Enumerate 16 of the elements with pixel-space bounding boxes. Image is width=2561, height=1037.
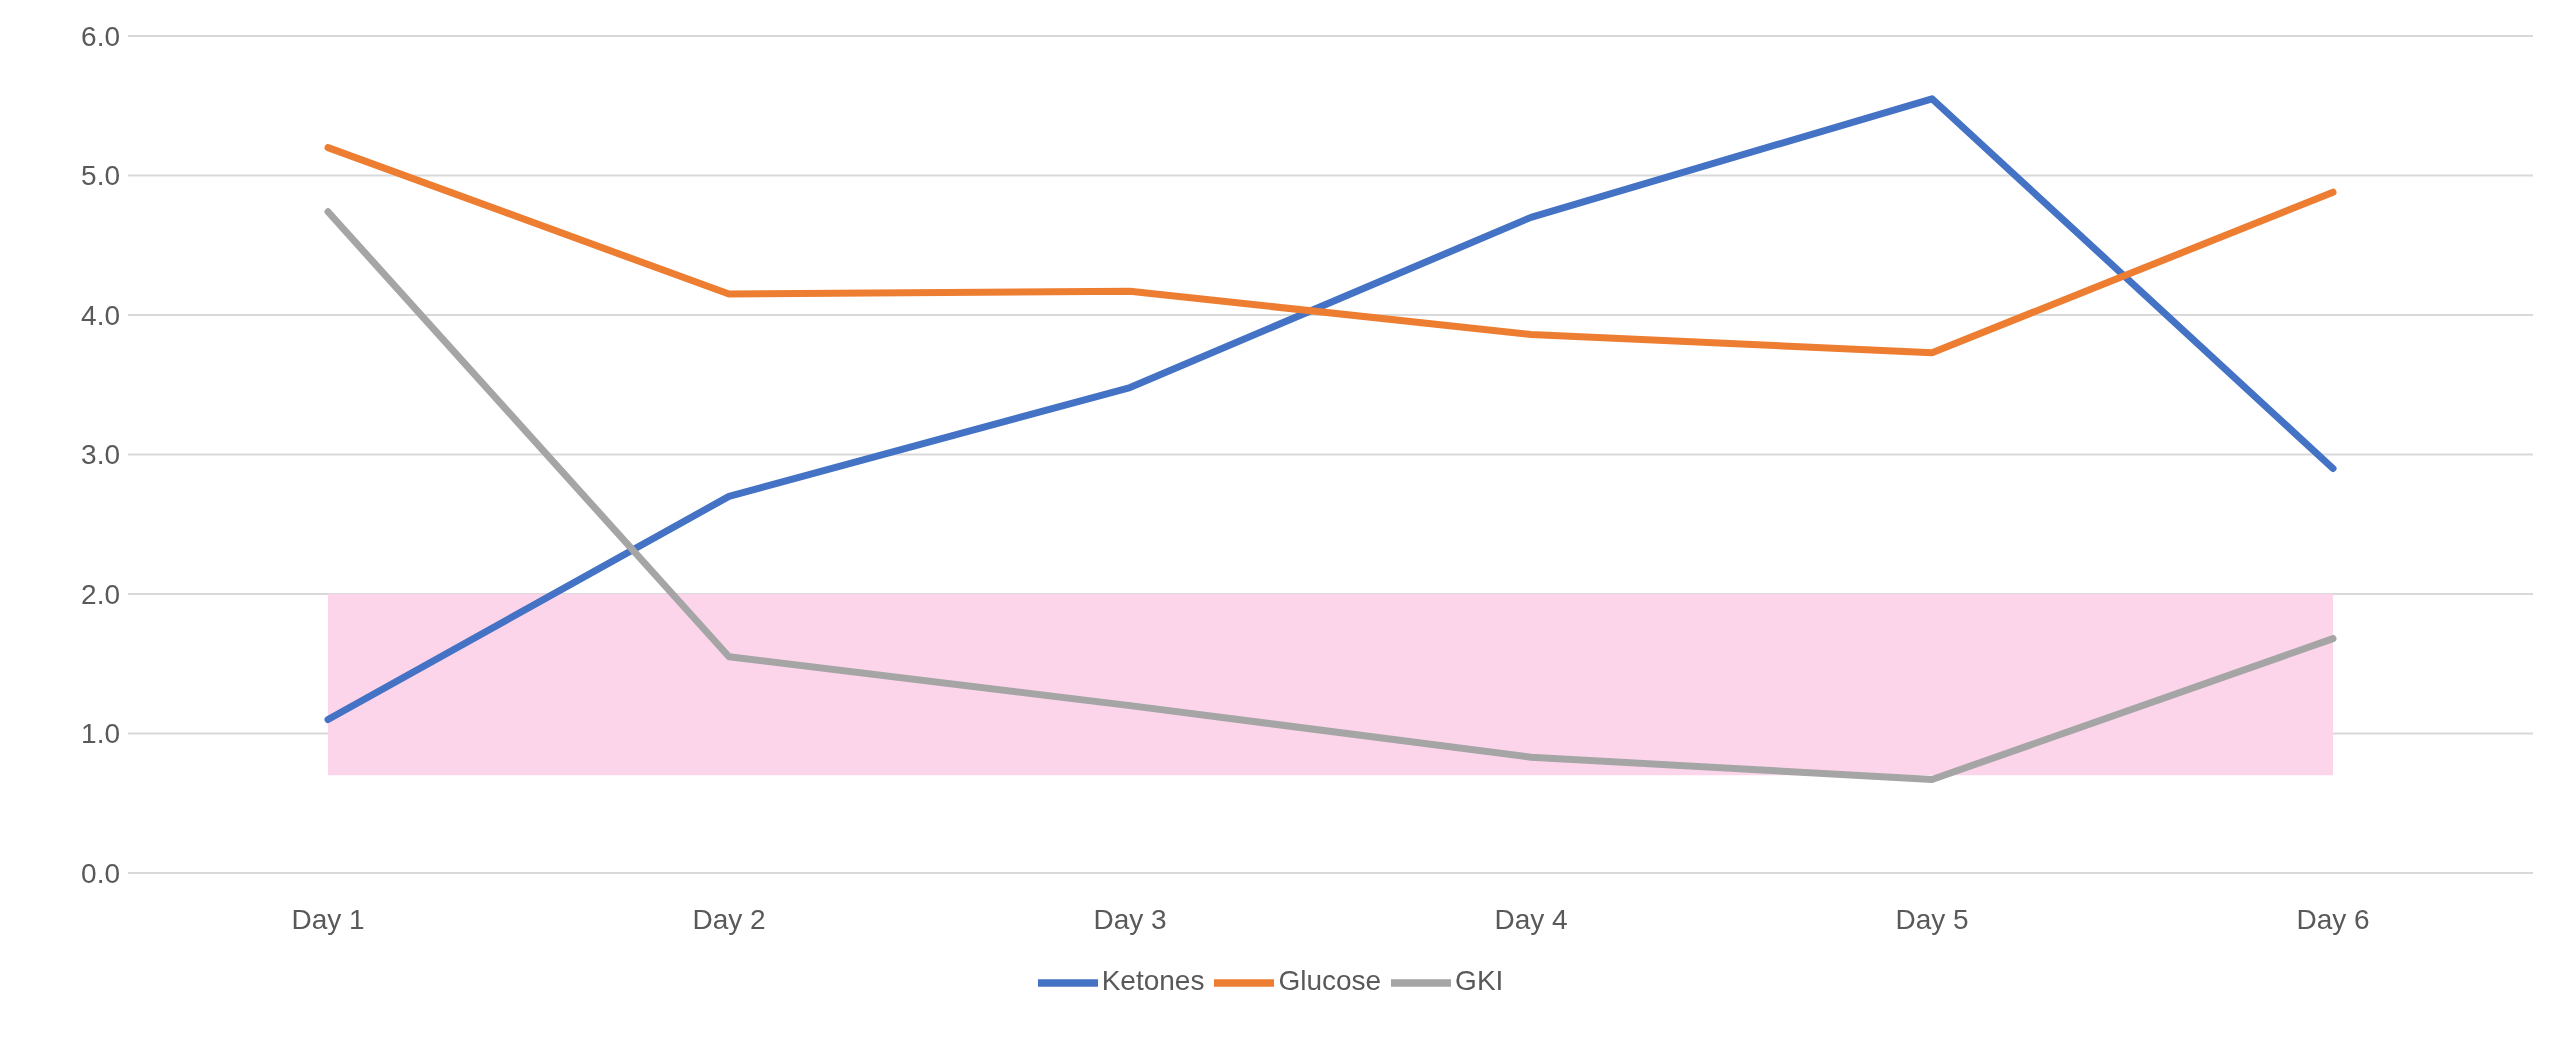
x-tick-label: Day 6: [2296, 903, 2370, 935]
x-tick-label: Day 1: [291, 903, 365, 935]
y-tick-label: 6.0: [81, 20, 120, 52]
y-tick-label: 1.0: [81, 718, 120, 750]
y-tick-label: 3.0: [81, 439, 120, 471]
legend-label: Ketones: [1101, 965, 1205, 997]
y-tick-label: 2.0: [81, 578, 120, 610]
y-tick-label: 0.0: [81, 857, 120, 889]
legend-label: GKI: [1455, 965, 1504, 997]
legend-label: Glucose: [1278, 965, 1382, 997]
y-tick-label: 4.0: [81, 299, 120, 331]
x-tick-label: Day 4: [1494, 903, 1568, 935]
x-tick-label: Day 3: [1093, 903, 1167, 935]
y-tick-label: 5.0: [81, 160, 120, 192]
x-tick-label: Day 2: [692, 903, 766, 935]
x-tick-label: Day 5: [1895, 903, 1969, 935]
